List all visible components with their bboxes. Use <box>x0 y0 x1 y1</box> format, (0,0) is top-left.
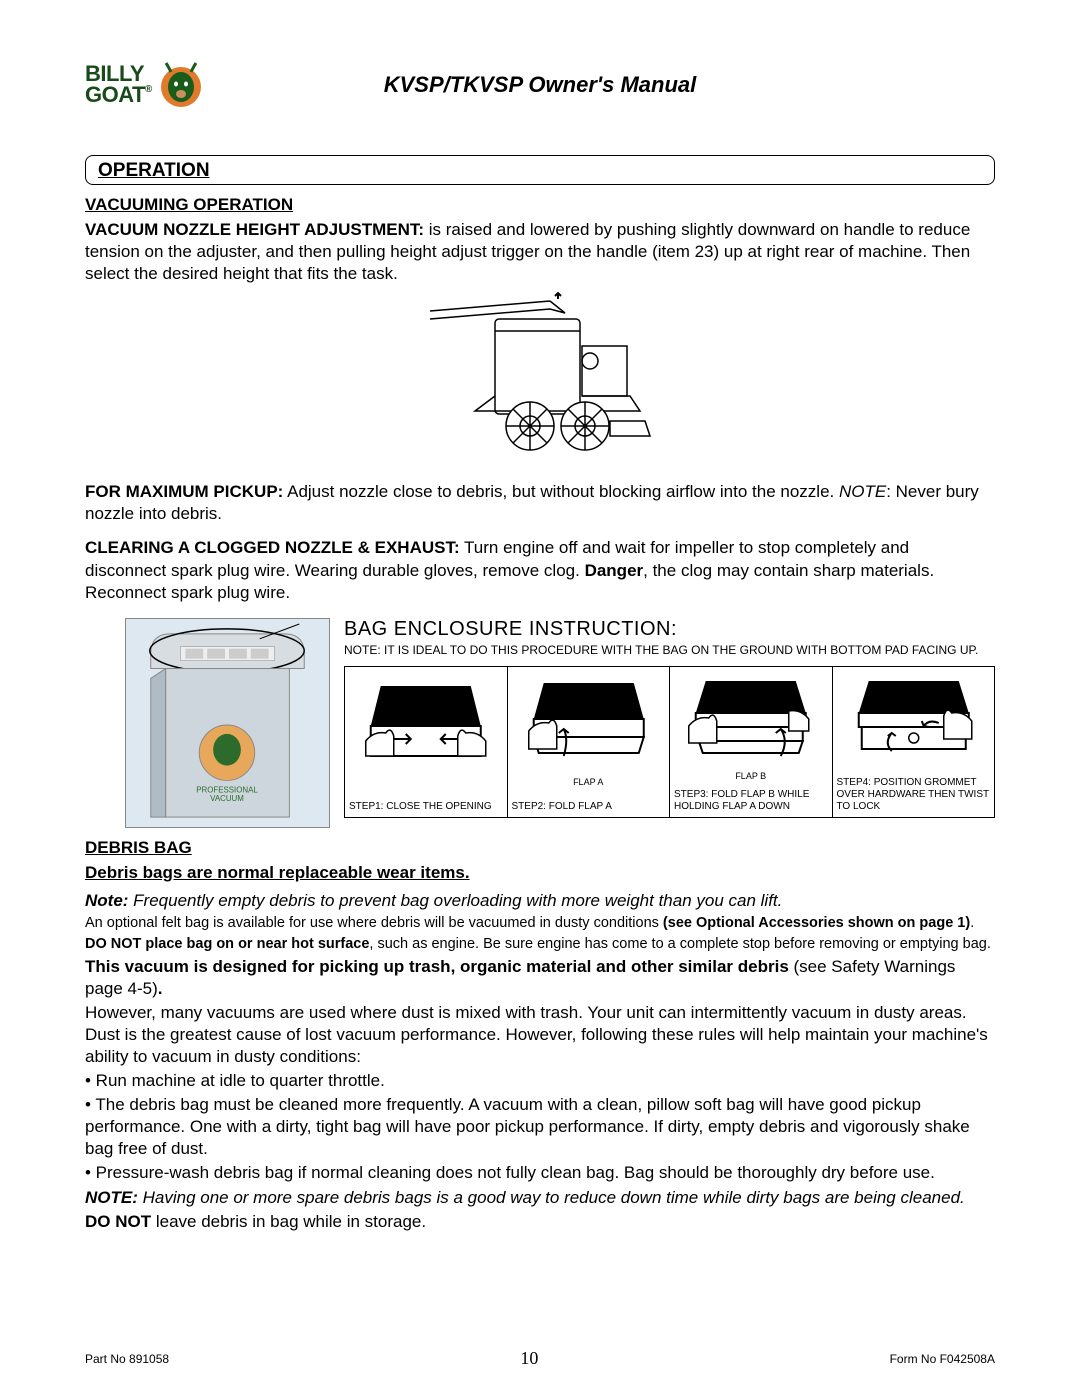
clog-danger: Danger <box>585 561 644 580</box>
donot-text: , such as engine. Be sure engine has com… <box>369 936 990 952</box>
machine-diagram <box>410 291 670 461</box>
section-title: OPERATION <box>98 160 210 181</box>
vacuuming-heading: VACUUMING OPERATION <box>85 195 995 215</box>
donot-para: DO NOT place bag on or near hot surface,… <box>85 935 995 954</box>
step1-caption: STEP1: CLOSE THE OPENING <box>349 801 503 813</box>
debris-sub: Debris bags are normal replaceable wear … <box>85 862 995 884</box>
enclosure-note: NOTE: IT IS IDEAL TO DO THIS PROCEDURE W… <box>344 643 995 658</box>
svg-text:VACUUM: VACUUM <box>210 794 244 803</box>
storage-text: leave debris in bag while in storage. <box>151 1212 426 1231</box>
max-label: FOR MAXIMUM PICKUP: <box>85 482 283 501</box>
max-text: Adjust nozzle close to debris, but witho… <box>283 482 839 501</box>
step2-flap: FLAP A <box>512 777 666 787</box>
step-2: FLAP A STEP2: FOLD FLAP A <box>508 667 671 817</box>
max-pickup-para: FOR MAXIMUM PICKUP: Adjust nozzle close … <box>85 481 995 525</box>
section-header: OPERATION <box>85 155 995 185</box>
step-4: STEP4: POSITION GROMMET OVER HARDWARE TH… <box>833 667 995 817</box>
bullet-3: • Pressure-wash debris bag if normal cle… <box>85 1162 995 1184</box>
spare-text: Having one or more spare debris bags is … <box>138 1188 965 1207</box>
page-footer: Part No 891058 10 Form No F042508A <box>0 1348 1080 1369</box>
part-number: Part No 891058 <box>85 1352 169 1366</box>
steps-row: STEP1: CLOSE THE OPENING FLAP A STEP2: F… <box>344 666 995 818</box>
debris-note-label: Note: <box>85 891 128 910</box>
debris-note-text: Frequently empty debris to prevent bag o… <box>128 891 782 910</box>
form-number: Form No F042508A <box>890 1352 995 1366</box>
clog-para: CLEARING A CLOGGED NOZZLE & EXHAUST: Tur… <box>85 537 995 603</box>
designed-dot: . <box>158 979 163 998</box>
page-header: BILLY GOAT® KVSP/TKVSP Owner's Manual <box>85 50 995 120</box>
svg-text:PROFESSIONAL: PROFESSIONAL <box>196 785 258 794</box>
clog-label: CLEARING A CLOGGED NOZZLE & EXHAUST: <box>85 538 460 557</box>
step1-icon <box>349 671 503 766</box>
max-note-label: NOTE <box>839 482 886 501</box>
however-para: However, many vacuums are used where dus… <box>85 1002 995 1068</box>
debris-heading: DEBRIS BAG <box>85 838 995 858</box>
brand-logo: BILLY GOAT® <box>85 50 215 120</box>
step3-caption: STEP3: FOLD FLAP B WHILE HOLDING FLAP A … <box>674 789 828 813</box>
manual-title: KVSP/TKVSP Owner's Manual <box>215 72 995 98</box>
step-1: STEP1: CLOSE THE OPENING <box>345 667 508 817</box>
enclosure-title: BAG ENCLOSURE INSTRUCTION: <box>344 618 995 641</box>
step4-icon <box>837 671 991 766</box>
storage-label: DO NOT <box>85 1212 151 1231</box>
bag-render-image: PROFESSIONAL VACUUM <box>125 618 330 828</box>
step4-caption: STEP4: POSITION GROMMET OVER HARDWARE TH… <box>837 777 991 813</box>
enclosure-right: BAG ENCLOSURE INSTRUCTION: NOTE: IT IS I… <box>344 618 995 828</box>
bullet-2: • The debris bag must be cleaned more fr… <box>85 1094 995 1160</box>
enclosure-section: PROFESSIONAL VACUUM BAG ENCLOSURE INSTRU… <box>125 618 995 828</box>
logo-text: BILLY GOAT® <box>85 64 152 106</box>
donot-label: DO NOT place bag on or near hot surface <box>85 936 369 952</box>
step3-flap: FLAP B <box>674 771 828 781</box>
bullet-1: • Run machine at idle to quarter throttl… <box>85 1070 995 1092</box>
felt-text: An optional felt bag is available for us… <box>85 915 663 931</box>
page-number: 10 <box>520 1348 538 1369</box>
goat-icon <box>156 60 206 110</box>
felt-bold: (see Optional Accessories shown on page … <box>663 915 970 931</box>
logo-line2: GOAT® <box>85 85 152 106</box>
nozzle-label: VACUUM NOZZLE HEIGHT ADJUSTMENT: <box>85 220 424 239</box>
step3-icon <box>674 671 828 766</box>
step2-icon <box>512 671 666 766</box>
storage-para: DO NOT leave debris in bag while in stor… <box>85 1211 995 1233</box>
felt-bag-para: An optional felt bag is available for us… <box>85 914 995 933</box>
designed-bold: This vacuum is designed for picking up t… <box>85 957 794 976</box>
spare-label: NOTE: <box>85 1188 138 1207</box>
spare-note: NOTE: Having one or more spare debris ba… <box>85 1187 995 1209</box>
designed-para: This vacuum is designed for picking up t… <box>85 956 995 1000</box>
nozzle-adjustment-para: VACUUM NOZZLE HEIGHT ADJUSTMENT: is rais… <box>85 219 995 285</box>
step2-caption: STEP2: FOLD FLAP A <box>512 801 666 813</box>
debris-note: Note: Frequently empty debris to prevent… <box>85 890 995 912</box>
step-3: FLAP B STEP3: FOLD FLAP B WHILE HOLDING … <box>670 667 833 817</box>
